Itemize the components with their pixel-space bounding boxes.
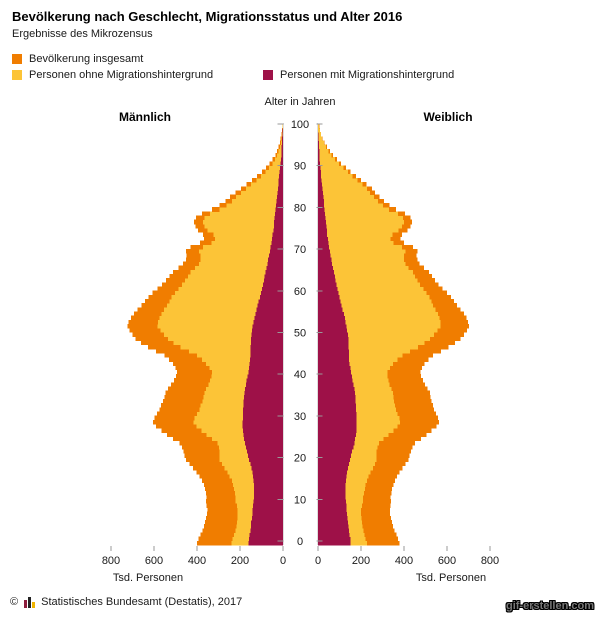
legend-swatch-total bbox=[12, 54, 22, 64]
svg-text:60: 60 bbox=[294, 286, 306, 298]
female-bars bbox=[318, 123, 469, 546]
chart-subtitle: Ergebnisse des Mikrozensus bbox=[12, 28, 153, 40]
svg-text:40: 40 bbox=[294, 369, 306, 381]
source-text: Statistisches Bundesamt (Destatis), 2017 bbox=[41, 596, 243, 608]
age-axis-title: Alter in Jahren bbox=[264, 96, 336, 108]
svg-text:50: 50 bbox=[294, 328, 306, 340]
svg-text:Tsd. Personen: Tsd. Personen bbox=[113, 572, 183, 584]
svg-text:400: 400 bbox=[188, 555, 206, 567]
legend-row-1: Bevölkerung insgesamt bbox=[12, 53, 143, 65]
svg-text:200: 200 bbox=[231, 555, 249, 567]
watermark-text: gif-erstellen.com bbox=[505, 600, 594, 612]
male-bars bbox=[127, 123, 283, 546]
male-side-label: Männlich bbox=[118, 110, 172, 124]
legend-swatch-mit bbox=[263, 70, 273, 80]
svg-text:70: 70 bbox=[294, 244, 306, 256]
age-axis: 0 10 20 30 40 50 60 70 80 90 100 bbox=[277, 119, 323, 548]
legend-label-mit: Personen mit Migrationshintergrund bbox=[280, 69, 455, 81]
svg-text:200: 200 bbox=[352, 555, 370, 567]
destatis-logo-icon bbox=[24, 596, 36, 608]
chart-title: Bevölkerung nach Geschlecht, Migrationss… bbox=[12, 9, 403, 24]
svg-text:Tsd. Personen: Tsd. Personen bbox=[416, 572, 486, 584]
svg-text:600: 600 bbox=[145, 555, 163, 567]
svg-text:30: 30 bbox=[294, 411, 306, 423]
legend-row-3: Personen mit Migrationshintergrund bbox=[263, 69, 454, 81]
legend-row-2: Personen ohne Migrationshintergrund bbox=[12, 69, 213, 81]
value-axis: 0 0 200 200 400 400 600 600 800 800 Tsd. Personen T… bbox=[102, 546, 499, 584]
svg-text:90: 90 bbox=[294, 161, 306, 173]
svg-text:0: 0 bbox=[315, 555, 321, 567]
copyright-symbol: © bbox=[10, 596, 19, 608]
svg-text:600: 600 bbox=[438, 555, 456, 567]
svg-text:400: 400 bbox=[395, 555, 413, 567]
svg-text:20: 20 bbox=[294, 453, 306, 465]
legend-label-total: Bevölkerung insgesamt bbox=[29, 53, 144, 65]
female-side-label: Weiblich bbox=[423, 110, 473, 124]
legend-swatch-ohne bbox=[12, 70, 22, 80]
svg-text:800: 800 bbox=[481, 555, 499, 567]
svg-text:800: 800 bbox=[102, 555, 120, 567]
svg-text:0: 0 bbox=[280, 555, 286, 567]
source-note: © Statistisches Bundesamt (Destatis), 20… bbox=[10, 596, 242, 608]
svg-text:10: 10 bbox=[294, 494, 306, 506]
svg-text:80: 80 bbox=[294, 202, 306, 214]
legend-label-ohne: Personen ohne Migrationshintergrund bbox=[29, 69, 214, 81]
center-column-lines bbox=[283, 123, 318, 545]
svg-text:100: 100 bbox=[291, 119, 309, 131]
svg-text:0: 0 bbox=[297, 536, 303, 548]
